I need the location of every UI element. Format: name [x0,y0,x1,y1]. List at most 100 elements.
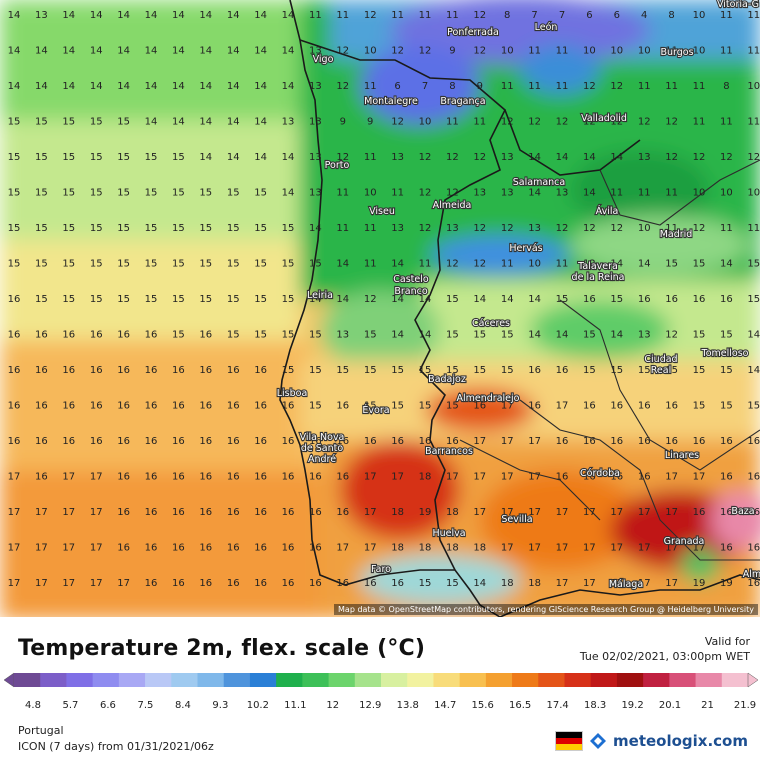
city-label[interactable]: Huelva [431,527,466,540]
legend-color-swatch [669,673,697,687]
grid-temperature-value: 15 [747,294,760,305]
city-label[interactable]: Lisboa [276,387,309,400]
grid-temperature-value: 15 [227,330,240,341]
grid-temperature-value: 16 [720,294,733,305]
legend-tick-label: 17.4 [546,700,568,711]
grid-temperature-value: 17 [35,543,48,554]
grid-temperature-value: 16 [638,436,651,447]
grid-temperature-value: 18 [528,578,541,589]
grid-temperature-value: 17 [665,472,678,483]
city-label[interactable]: André [307,453,337,466]
grid-temperature-value: 16 [747,543,760,554]
city-label[interactable]: Vitoria-G [716,0,760,11]
grid-temperature-value: 15 [693,365,706,376]
city-label[interactable]: Ciudad [643,353,678,366]
grid-temperature-value: 16 [199,330,212,341]
city-label[interactable]: Porto [324,159,351,172]
temperature-map[interactable]: 14 13 14 14 14 14 14 14 14 14 14 11 11 12 11 11 11 12 8 7 7 6… [0,0,760,617]
grid-temperature-value: 14 [254,152,267,163]
city-label[interactable]: Salamanca [512,176,567,189]
grid-temperature-value: 16 [583,436,596,447]
grid-temperature-value: 16 [254,436,267,447]
grid-temperature-value: 14 [638,259,651,270]
brand-name: meteologix.com [613,732,748,750]
grid-temperature-value: 16 [172,507,185,518]
grid-temperature-value: 14 [583,188,596,199]
grid-temperature-value: 4 [641,10,647,21]
grid-temperature-value: 15 [117,117,130,128]
city-label[interactable]: Vigo [312,53,335,66]
grid-temperature-value: 16 [199,578,212,589]
city-label[interactable]: Cáceres [471,317,511,330]
grid-temperature-value: 16 [254,401,267,412]
city-label[interactable]: Tomelloso [699,347,749,360]
city-label[interactable]: Almendralejo [455,392,520,405]
city-label[interactable]: Real [650,364,673,377]
city-label[interactable]: Córdoba [579,467,621,480]
grid-temperature-value: 12 [747,152,760,163]
legend-tick-label: 18.3 [584,700,606,711]
legend-color-swatch [302,673,330,687]
brand-logo[interactable]: meteologix.com [555,731,748,751]
city-label[interactable]: Granada [663,535,706,548]
city-label[interactable]: Valladolid [580,112,628,125]
grid-temperature-value: 12 [419,188,432,199]
city-label[interactable]: Sevilla [500,513,533,526]
grid-temperature-value: 15 [693,330,706,341]
map-canvas[interactable]: 14 13 14 14 14 14 14 14 14 14 14 11 11 12 11 11 11 12 8 7 7 6… [0,0,760,617]
grid-temperature-value: 17 [693,472,706,483]
city-label[interactable]: Leiria [306,289,334,302]
grid-temperature-value: 16 [528,365,541,376]
legend-color-swatch [145,673,172,687]
city-label[interactable]: Évora [361,403,390,417]
legend-color-swatch [381,673,408,687]
city-label[interactable]: Ponferrada [446,26,500,39]
grid-temperature-value: 14 [501,294,514,305]
grid-temperature-value: 17 [528,507,541,518]
grid-temperature-value: 11 [336,223,349,234]
city-label[interactable]: Castelo [392,273,430,286]
city-label[interactable]: Montalegre [363,95,419,108]
grid-temperature-value: 17 [364,543,377,554]
grid-temperature-value: 15 [254,223,267,234]
grid-temperature-value: 16 [720,472,733,483]
city-label[interactable]: de Santo [300,442,345,455]
grid-temperature-value: 15 [282,365,295,376]
city-label[interactable]: Vila Nova [299,431,346,444]
grid-temperature-value: 15 [720,330,733,341]
city-label[interactable]: Alm [742,568,760,581]
city-label[interactable]: Faro [370,563,392,576]
grid-temperature-value: 16 [720,507,733,518]
city-label[interactable]: Burgos [659,46,694,59]
grid-temperature-value: 16 [145,401,158,412]
grid-temperature-value: 14 [199,46,212,57]
city-label[interactable]: Badajoz [427,373,467,386]
city-label[interactable]: Branco [393,285,429,298]
city-label[interactable]: Madrid [659,228,694,241]
grid-temperature-value: 16 [556,436,569,447]
grid-temperature-value: 15 [446,401,459,412]
city-label[interactable]: Ávila [595,204,620,218]
grid-temperature-value: 10 [720,188,733,199]
grid-temperature-value: 11 [419,10,432,21]
grid-temperature-value: 16 [199,507,212,518]
grid-temperature-value: 17 [528,543,541,554]
city-label[interactable]: Hervás [508,242,544,255]
city-label[interactable]: Linares [664,449,701,462]
city-label[interactable]: Barrancos [424,445,474,458]
city-label[interactable]: Viseu [368,205,396,218]
city-label[interactable]: de la Reina [570,271,625,284]
map-attribution[interactable]: Map data © OpenStreetMap contributors, r… [334,604,758,615]
grid-temperature-value: 14 [172,10,185,21]
city-label[interactable]: Bragança [439,95,486,108]
grid-temperature-value: 11 [446,10,459,21]
grid-temperature-value: 10 [364,188,377,199]
city-label[interactable]: Almeida [432,199,473,212]
grid-temperature-value: 14 [309,294,322,305]
city-label[interactable]: Baza [730,505,755,518]
city-label[interactable]: Talavera [576,260,619,273]
grid-temperature-value: 14 [282,152,295,163]
city-label[interactable]: Málaga [608,578,645,591]
city-label[interactable]: León [533,21,558,34]
grid-temperature-value: 15 [90,259,103,270]
